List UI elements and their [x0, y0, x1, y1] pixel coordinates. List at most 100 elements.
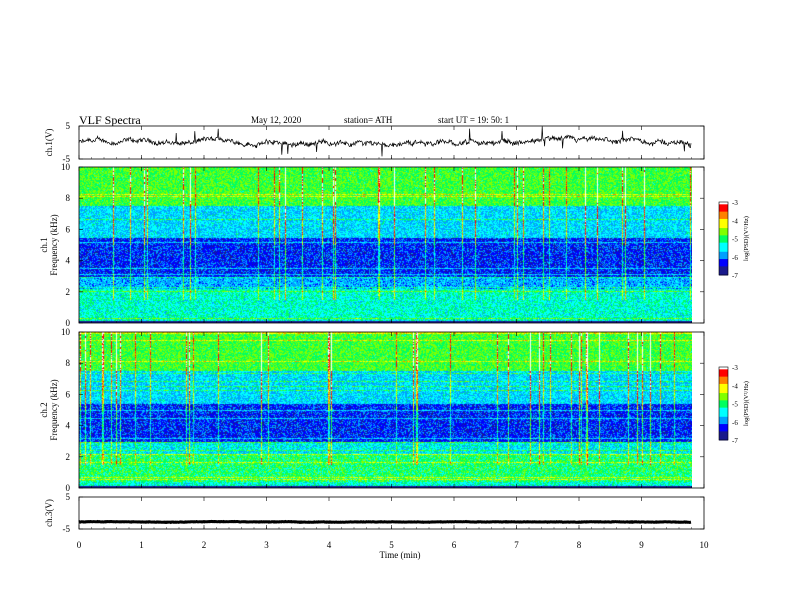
y-tick-label: 5	[66, 492, 71, 502]
colorbar-swatch	[719, 225, 728, 229]
colorbar-swatch	[719, 427, 728, 430]
colorbar-tick-label: -3	[732, 364, 738, 372]
colorbar-swatch	[719, 264, 728, 267]
colorbar-tick-label: -7	[732, 272, 738, 280]
colorbar-swatch	[719, 220, 728, 223]
colorbar-swatch	[719, 256, 728, 260]
colorbar-swatch	[719, 247, 728, 250]
x-axis: 0 1 2 3 4 5 6 7 8 9 10	[77, 126, 709, 550]
colorbar-swatch	[719, 432, 728, 436]
x-tick-label: 2	[202, 540, 207, 550]
colorbar-swatch	[719, 209, 728, 212]
colorbar-swatch	[719, 379, 728, 383]
colorbar-swatch	[719, 425, 728, 428]
colorbar-swatch	[719, 202, 728, 205]
colorbar-swatch	[719, 407, 728, 410]
colorbar-swatch	[719, 205, 728, 208]
colorbar-2: -3 -4 -5 -6 -7 log(PSD)(V²/Hz)	[718, 364, 750, 445]
y-tick-label: 0	[66, 318, 71, 328]
colorbar-swatch	[719, 401, 728, 404]
y-tick-label: -5	[63, 154, 71, 164]
panel-1-y-axis: 0 2 4 6 8 10 ch.1Frequency (kHz)	[39, 162, 704, 328]
colorbar-swatch	[719, 234, 728, 238]
colorbar-swatch	[719, 376, 728, 379]
colorbar-tick-label: -5	[732, 401, 738, 409]
x-tick-label: 10	[700, 540, 710, 550]
colorbar-swatch	[719, 421, 728, 425]
colorbar-swatch	[719, 434, 728, 437]
x-tick-label: 5	[389, 540, 394, 550]
colorbar-swatch	[719, 207, 728, 210]
colorbars: -3 -4 -5 -6 -7 log(PSD)(V²/Hz) -3 -4 -5 -6 -7 log(P…	[718, 199, 750, 445]
waveform-trace	[78, 126, 692, 157]
colorbar-tick-label: -5	[732, 236, 738, 244]
y-axis-label: ch.3(V)	[44, 499, 54, 527]
y-tick-label: 6	[66, 389, 71, 399]
colorbar-swatch	[719, 368, 728, 372]
colorbar-swatch	[719, 231, 728, 234]
colorbar-swatch	[719, 203, 728, 207]
colorbar-swatch	[719, 262, 728, 265]
start-time-label: start UT = 19: 50: 1	[438, 115, 509, 125]
colorbar-swatch	[719, 242, 728, 245]
x-tick-label: 7	[514, 540, 519, 550]
colorbar-frame	[718, 366, 729, 441]
colorbar-swatch	[719, 385, 728, 388]
panel-3-y-axis: 5 -5 ch.3(V)	[44, 492, 704, 534]
y-axis-label: ch.1Frequency (kHz)	[39, 214, 59, 275]
colorbar-tick-label: -4	[732, 217, 738, 225]
colorbar-swatch	[719, 223, 728, 227]
colorbar-swatch	[719, 238, 728, 241]
colorbar-swatch	[719, 429, 728, 432]
x-axis-label: Time (min)	[380, 550, 421, 560]
colorbar-swatch	[719, 430, 728, 434]
colorbar-swatch	[719, 229, 728, 232]
colorbar-swatch	[719, 394, 728, 397]
y-tick-label: -5	[63, 524, 71, 534]
colorbar-swatch	[719, 227, 728, 230]
y-axis-label: ch.1(V)	[44, 129, 54, 157]
colorbar-swatch	[719, 370, 728, 373]
colorbar-swatch	[719, 377, 728, 381]
y-tick-label: 0	[66, 483, 71, 493]
y-tick-label: 4	[66, 256, 71, 266]
figure-title: VLF Spectra	[79, 113, 141, 127]
colorbar-swatch	[719, 412, 728, 415]
y-axis-label: ch.2Frequency (kHz)	[39, 379, 59, 440]
colorbar-swatch	[719, 222, 728, 225]
colorbar-swatch	[719, 216, 728, 219]
y-tick-label: 10	[61, 327, 71, 337]
colorbar-swatch	[719, 383, 728, 386]
colorbar-swatch	[719, 271, 728, 274]
colorbar-swatch	[719, 381, 728, 384]
x-tick-label: 6	[452, 540, 457, 550]
panel-2-y-axis: 0 2 4 6 8 10 ch.2Frequency (kHz)	[39, 327, 704, 493]
y-tick-label: 2	[66, 287, 71, 297]
panel-3-waveform	[78, 496, 705, 530]
colorbar-swatch	[719, 265, 728, 269]
colorbar-tick-label: -7	[732, 437, 738, 445]
colorbar-tick-label: -6	[732, 254, 738, 262]
waveform-trace	[78, 519, 692, 525]
spectrogram-image	[79, 332, 692, 488]
x-tick-label: 0	[77, 540, 82, 550]
colorbar-swatch	[719, 372, 728, 375]
panel-1-spectrogram	[78, 166, 705, 324]
y-tick-label: 6	[66, 224, 71, 234]
colorbar-swatch	[719, 392, 728, 395]
y-tick-label: 4	[66, 421, 71, 431]
colorbar-swatch	[719, 367, 728, 370]
x-tick-label: 1	[139, 540, 144, 550]
station-label: station= ATH	[344, 115, 393, 125]
colorbar-swatch	[719, 405, 728, 408]
colorbar-tick-label: -6	[732, 419, 738, 427]
colorbar-swatch	[719, 390, 728, 394]
colorbar-swatch	[719, 253, 728, 256]
colorbar-swatch	[719, 410, 728, 414]
y-tick-label: 5	[66, 121, 71, 131]
y-tick-label: 2	[66, 452, 71, 462]
colorbar-swatch	[719, 251, 728, 254]
colorbar-tick-label: -3	[732, 199, 738, 207]
plot-frame	[78, 496, 705, 530]
